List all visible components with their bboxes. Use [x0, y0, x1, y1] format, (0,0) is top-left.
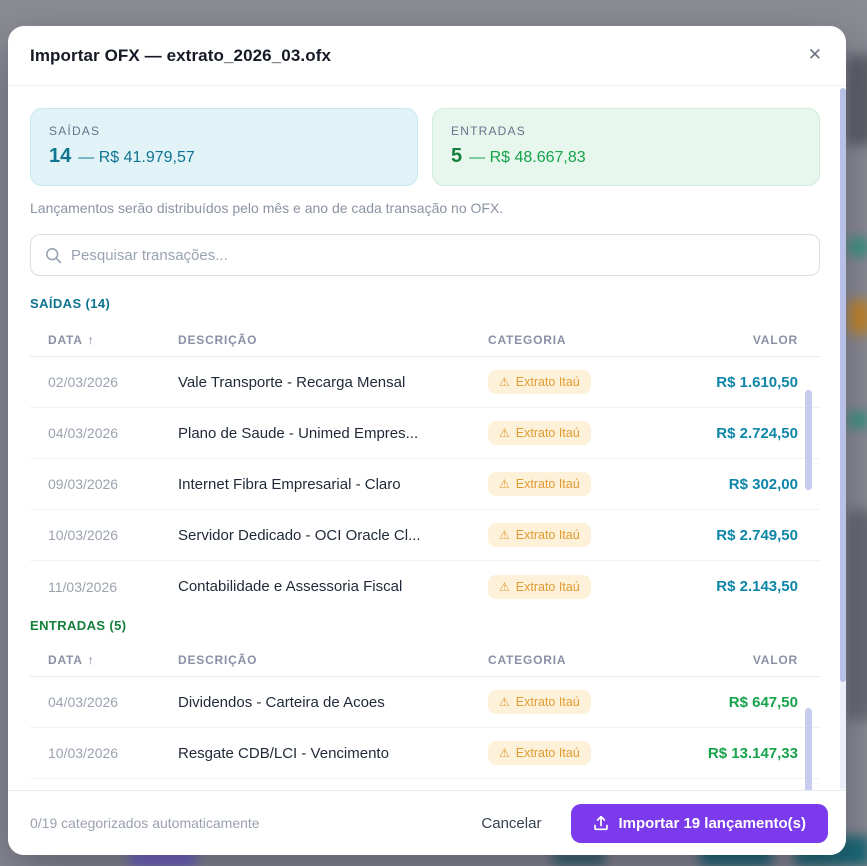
- transaction-value: R$ 302,00: [728, 475, 798, 493]
- table-row[interactable]: 02/03/2026 Vale Transporte - Recarga Men…: [30, 357, 820, 408]
- transaction-date: 04/03/2026: [48, 425, 119, 441]
- column-header-categoria[interactable]: CATEGORIA: [488, 332, 567, 347]
- transaction-value: R$ 1.610,50: [716, 373, 798, 391]
- category-badge[interactable]: ⚠ Extrato Itaú: [488, 472, 591, 496]
- warning-icon: ⚠: [499, 375, 510, 389]
- sort-ascending-icon: ↑: [87, 332, 95, 347]
- transaction-value: R$ 2.143,50: [716, 578, 798, 595]
- dialog-title: Importar OFX — extrato_2026_03.ofx: [30, 45, 332, 65]
- transaction-date: 02/03/2026: [48, 374, 119, 390]
- saidas-summary-card: SAÍDAS 14 — R$ 41.979,57: [30, 108, 418, 186]
- table-row[interactable]: 04/03/2026 Plano de Saude - Unimed Empre…: [30, 408, 820, 459]
- import-button[interactable]: Importar 19 lançamento(s): [571, 803, 828, 843]
- column-header-valor[interactable]: VALOR: [752, 652, 798, 667]
- backdrop-blur-shape: [848, 412, 867, 428]
- entradas-section-heading: ENTRADAS (5): [30, 618, 127, 633]
- saidas-count: 14: [49, 145, 72, 167]
- import-ofx-dialog: Importar OFX — extrato_2026_03.ofx ✕ SAÍ…: [8, 26, 846, 855]
- transaction-date: 04/03/2026: [48, 694, 119, 710]
- summary-cards: SAÍDAS 14 — R$ 41.979,57 ENTRADAS 5 — R$…: [30, 108, 820, 186]
- warning-icon: ⚠: [499, 426, 510, 440]
- saidas-section-heading: SAÍDAS (14): [30, 296, 111, 311]
- modal-scrollbar-thumb[interactable]: [840, 88, 846, 682]
- transaction-date: 10/03/2026: [48, 527, 119, 543]
- column-header-descricao[interactable]: DESCRIÇÃO: [178, 332, 258, 347]
- column-header-data[interactable]: DATA ↑: [48, 332, 95, 347]
- dialog-header: Importar OFX — extrato_2026_03.ofx ✕: [8, 26, 846, 86]
- column-header-data[interactable]: DATA ↑: [48, 652, 95, 667]
- saidas-scrollbar-thumb[interactable]: [805, 390, 812, 490]
- table-row[interactable]: 10/03/2026 Resgate CDB/LCI - Vencimento …: [30, 728, 820, 779]
- category-label: Extrato Itaú: [515, 695, 580, 709]
- backdrop-blur-shape: [848, 300, 867, 334]
- cancel-button[interactable]: Cancelar: [481, 814, 542, 832]
- category-badge[interactable]: ⚠ Extrato Itaú: [488, 370, 591, 394]
- table-row[interactable]: 11/03/2026 Contabilidade e Assessoria Fi…: [30, 561, 820, 612]
- info-text: Lançamentos serão distribuídos pelo mês …: [30, 200, 504, 216]
- categorized-status: 0/19 categorizados automaticamente: [30, 815, 260, 831]
- column-header-descricao[interactable]: DESCRIÇÃO: [178, 652, 258, 667]
- transaction-description: Internet Fibra Empresarial - Claro: [178, 475, 401, 493]
- transaction-value: R$ 2.724,50: [716, 424, 798, 442]
- search-box[interactable]: [30, 234, 820, 276]
- saidas-amount: — R$ 41.979,57: [78, 149, 195, 166]
- close-icon[interactable]: ✕: [804, 43, 826, 68]
- table-row[interactable]: 04/03/2026 Dividendos - Carteira de Acoe…: [30, 677, 820, 728]
- category-label: Extrato Itaú: [515, 746, 580, 760]
- category-badge[interactable]: ⚠ Extrato Itaú: [488, 523, 591, 547]
- entradas-scrollbar-thumb[interactable]: [805, 708, 812, 790]
- transaction-value: R$ 2.749,50: [716, 526, 798, 544]
- backdrop-blur-shape: [846, 510, 867, 720]
- transaction-description: Vale Transporte - Recarga Mensal: [178, 373, 406, 391]
- entradas-count: 5: [451, 145, 463, 167]
- transaction-description: Dividendos - Carteira de Acoes: [178, 693, 385, 711]
- category-label: Extrato Itaú: [515, 375, 580, 389]
- transaction-date: 10/03/2026: [48, 745, 119, 761]
- category-label: Extrato Itaú: [515, 579, 580, 594]
- saidas-card-label: SAÍDAS: [49, 124, 101, 138]
- transaction-description: Plano de Saude - Unimed Empres...: [178, 424, 419, 442]
- warning-icon: ⚠: [499, 695, 510, 709]
- backdrop-blur-shape: [846, 55, 867, 145]
- saidas-table-header: DATA ↑ DESCRIÇÃO CATEGORIA VALOR: [30, 323, 820, 357]
- warning-icon: ⚠: [499, 746, 510, 760]
- entradas-card-label: ENTRADAS: [451, 124, 526, 138]
- transaction-description: Servidor Dedicado - OCI Oracle Cl...: [178, 526, 421, 544]
- column-header-categoria[interactable]: CATEGORIA: [488, 652, 567, 667]
- category-badge[interactable]: ⚠ Extrato Itaú: [488, 574, 591, 599]
- table-row[interactable]: 09/03/2026 Internet Fibra Empresarial - …: [30, 459, 820, 510]
- search-icon: [45, 247, 62, 263]
- column-header-valor[interactable]: VALOR: [752, 332, 798, 347]
- saidas-table: DATA ↑ DESCRIÇÃO CATEGORIA VALOR 02/03/20…: [30, 323, 820, 612]
- category-label: Extrato Itaú: [515, 528, 580, 542]
- sort-ascending-icon: ↑: [87, 652, 95, 667]
- entradas-amount: — R$ 48.667,83: [469, 149, 586, 166]
- warning-icon: ⚠: [499, 477, 510, 491]
- transaction-date: 09/03/2026: [48, 476, 119, 492]
- category-label: Extrato Itaú: [515, 426, 580, 440]
- category-badge[interactable]: ⚠ Extrato Itaú: [488, 690, 591, 714]
- import-button-label: Importar 19 lançamento(s): [618, 814, 806, 832]
- entradas-table: DATA ↑ DESCRIÇÃO CATEGORIA VALOR 04/03/20…: [30, 643, 820, 779]
- dialog-footer: 0/19 categorizados automaticamente Cance…: [8, 790, 846, 855]
- category-badge[interactable]: ⚠ Extrato Itaú: [488, 421, 591, 445]
- dialog-body: SAÍDAS 14 — R$ 41.979,57 ENTRADAS 5 — R$…: [8, 86, 846, 790]
- transaction-description: Contabilidade e Assessoria Fiscal: [178, 578, 403, 595]
- search-input[interactable]: [71, 246, 805, 264]
- transaction-description: Resgate CDB/LCI - Vencimento: [178, 744, 389, 762]
- table-row[interactable]: 10/03/2026 Servidor Dedicado - OCI Oracl…: [30, 510, 820, 561]
- category-label: Extrato Itaú: [515, 477, 580, 491]
- transaction-date: 11/03/2026: [48, 578, 118, 595]
- category-badge[interactable]: ⚠ Extrato Itaú: [488, 741, 591, 765]
- entradas-table-header: DATA ↑ DESCRIÇÃO CATEGORIA VALOR: [30, 643, 820, 677]
- upload-icon: [594, 815, 609, 831]
- transaction-value: R$ 13.147,33: [707, 744, 798, 762]
- transaction-value: R$ 647,50: [728, 693, 798, 711]
- backdrop-blur-shape: [848, 238, 867, 256]
- warning-icon: ⚠: [499, 528, 510, 542]
- entradas-summary-card: ENTRADAS 5 — R$ 48.667,83: [432, 108, 820, 186]
- warning-icon: ⚠: [499, 579, 510, 594]
